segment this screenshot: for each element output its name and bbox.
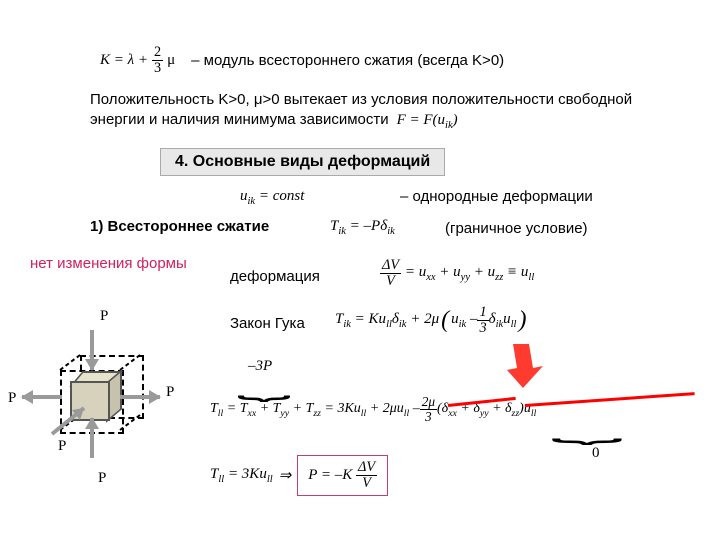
boundary-cond: (граничное условие) — [445, 220, 588, 237]
final-eq: Tll = 3Kull ⇒ P = –K ΔVV — [210, 455, 388, 496]
compression-cube-diagram — [20, 340, 200, 500]
deformation-label: деформация — [230, 268, 320, 285]
deformation-eq: ΔV V = uxx + uyy + uzz ≡ ull — [380, 258, 534, 289]
bulk-modulus-desc: – модуль всестороннего сжатия (всегда K>… — [191, 52, 504, 69]
p-left: P — [8, 390, 16, 407]
positivity-text: Положительность K>0, μ>0 вытекает из усл… — [90, 90, 650, 132]
p-top: P — [100, 308, 108, 325]
hooke-eq: Tik = Kullδik + 2μ ( uik – 13 δikull ) — [335, 305, 526, 336]
red-arrow-icon — [505, 340, 545, 390]
p-bottom: P — [98, 470, 106, 487]
eq-bulk-modulus: K = λ + 2 3 μ – модуль всестороннего сжа… — [100, 45, 504, 76]
strike-2 — [525, 392, 695, 407]
section-title: 4. Основные виды деформаций — [160, 148, 445, 176]
p-diag: P — [58, 438, 66, 455]
no-shape-change: нет изменения формы — [30, 255, 187, 272]
homogeneous-def: – однородные деформации — [400, 188, 593, 205]
p-right: P — [166, 384, 174, 401]
brace-right: ⏟ — [551, 410, 623, 444]
frac-2-3: 2 3 — [152, 45, 163, 76]
Tik-eq: Tik = –Pδik — [330, 218, 395, 237]
hooke-label: Закон Гука — [230, 315, 305, 332]
eq-lhs: K = λ + — [100, 52, 148, 69]
result-box: P = –K ΔVV — [297, 455, 388, 496]
item-1: 1) Всестороннее сжатие — [90, 218, 269, 235]
zero-label: 0 — [592, 445, 600, 462]
section-title-box: 4. Основные виды деформаций — [160, 148, 445, 176]
uik-const: uik = const — [240, 188, 304, 207]
